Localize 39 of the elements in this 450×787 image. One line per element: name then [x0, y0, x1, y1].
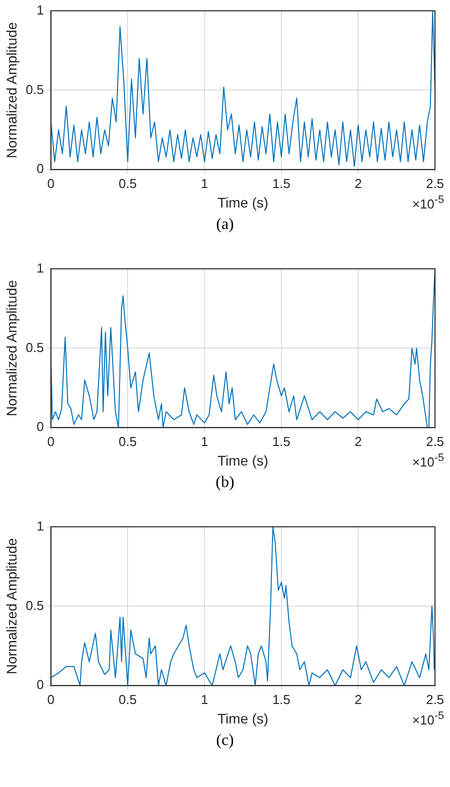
y-tick-label: 1: [36, 2, 44, 18]
x-tick-label: 0.5: [118, 434, 137, 449]
y-tick-label: 0: [36, 419, 44, 434]
y-tick-label: 0: [36, 677, 44, 692]
x-tick-label: 1: [200, 692, 208, 707]
x-tick-label: 2.5: [426, 176, 444, 191]
x-tick-label: 1.5: [272, 692, 290, 707]
y-axis-title: Normalized Amplitude: [3, 538, 20, 674]
x-tick-label: 2.5: [426, 434, 444, 449]
x-axis-title: Time (s): [218, 452, 268, 468]
x-tick-label: 2.5: [426, 692, 444, 707]
x-axis-title: Time (s): [218, 710, 268, 726]
y-tick-label: 0.5: [26, 340, 44, 355]
text: ×10$^{-5}$: [412, 710, 444, 728]
text: (c): [215, 732, 235, 750]
x-tick-label: 0: [47, 692, 54, 707]
y-tick-label: 0.5: [26, 82, 44, 97]
x-tick-label: 0: [47, 434, 54, 449]
y-axis-title: Normalized Amplitude: [3, 280, 20, 416]
x-axis-title: Time (s): [218, 194, 268, 210]
y-axis-title: Normalized Amplitude: [3, 22, 20, 158]
text: (a): [215, 216, 235, 234]
y-tick-label: 0.5: [26, 598, 44, 613]
x-tick-label: 2: [354, 176, 362, 191]
x-tick-label: 1.5: [272, 176, 290, 191]
x-tick-label: 1.5: [272, 434, 290, 449]
text: ×10$^{-5}$: [412, 452, 444, 470]
y-tick-label: 0: [36, 161, 44, 176]
x-tick-label: 0.5: [118, 176, 137, 191]
x-tick-label: 1: [200, 176, 208, 191]
x-tick-label: 2: [354, 692, 362, 707]
text: ×10$^{-5}$: [412, 194, 444, 212]
x-tick-label: 0.5: [118, 692, 137, 707]
x-tick-label: 2: [354, 434, 362, 449]
y-tick-label: 1: [36, 260, 44, 276]
x-tick-label: 1: [200, 434, 208, 449]
text: (b): [214, 474, 236, 492]
x-tick-label: 0: [47, 176, 54, 191]
y-tick-label: 1: [36, 518, 44, 534]
